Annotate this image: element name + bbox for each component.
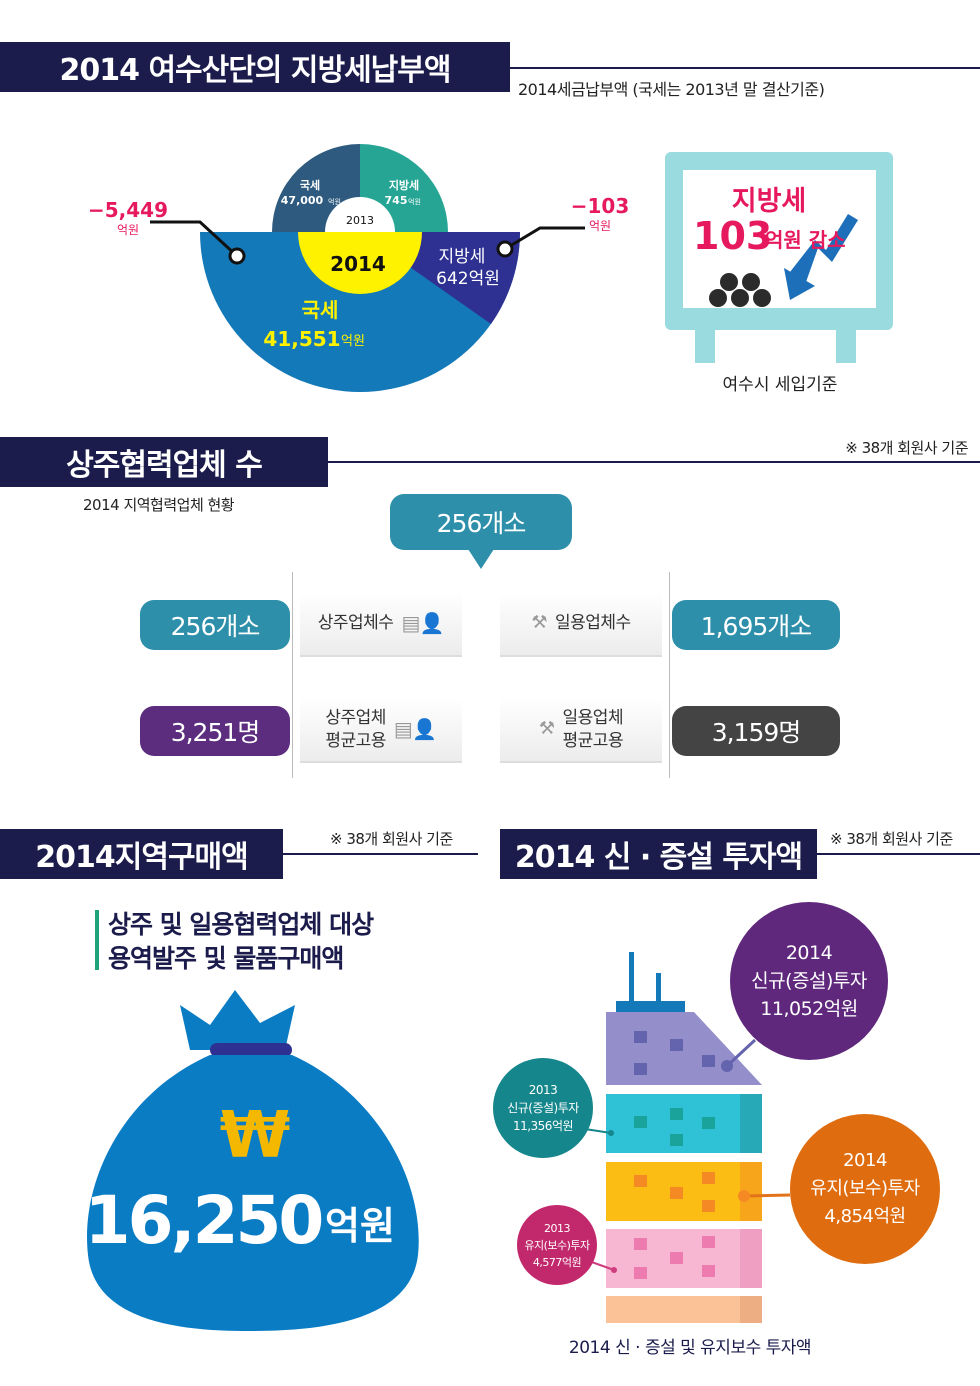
section4-title: 2014 신 · 증설 투자액 xyxy=(500,829,817,879)
resident-count-label: 상주업체수 xyxy=(317,613,394,634)
building-illustration xyxy=(571,952,791,1323)
label-2013: 2013 xyxy=(346,214,374,227)
section2-title: 상주협력업체 수 xyxy=(0,437,328,487)
section4-note: ※ 38개 회원사 기준 xyxy=(830,830,953,848)
daily-employ-card: ⚒ 일용업체 평균고용 xyxy=(500,698,662,763)
section3-desc: 상주 및 일용협력업체 대상 용역발주 및 물품구매액 xyxy=(108,908,374,976)
tools-icon: ⚒ xyxy=(531,612,547,634)
national-2013-label: 국세 xyxy=(300,178,320,192)
local-2013-label: 지방세 xyxy=(389,178,419,192)
divider xyxy=(510,67,980,69)
callout-dot-left xyxy=(228,247,246,265)
callout-dot-right xyxy=(496,240,514,258)
unit: 억원 xyxy=(117,223,139,237)
label: 신규(증설)투자 xyxy=(751,970,867,992)
down-arrow-icon xyxy=(790,214,858,282)
unit: 억원 xyxy=(589,219,611,233)
resident-count-pill: 256개소 xyxy=(140,600,290,650)
national-2014-label: 국세 xyxy=(302,298,339,322)
value: 11,356억원 xyxy=(512,1119,574,1133)
section1-title: 2014 여수산단의 지방세납부액 xyxy=(0,42,510,92)
new-invest-2013-circle: 2013 신규(증설)투자 11,356억원 xyxy=(493,1058,593,1158)
label: 유지(보수)투자 xyxy=(524,1238,590,1252)
callout-line-left xyxy=(150,220,239,258)
resident-employ-label: 상주업체 평균고용 xyxy=(325,707,386,753)
national-2013-value: 47,000 xyxy=(281,194,324,207)
section2-subtitle: 2014 지역협력업체 현황 xyxy=(83,496,235,514)
divider xyxy=(669,572,670,778)
maint-invest-2014-circle: 2014 유지(보수)투자 4,854억원 xyxy=(790,1114,940,1264)
worker-desk-icon: ▤👤 xyxy=(393,717,437,741)
center-2013 xyxy=(325,197,395,232)
resident-employ-card: 상주업체 평균고용 ▤👤 xyxy=(300,698,462,763)
accent-bar xyxy=(95,910,99,970)
label: 신규(증설)투자 xyxy=(507,1101,579,1115)
unit: 억원 xyxy=(408,197,421,206)
value: 4,577억원 xyxy=(532,1255,582,1269)
unit: 억원 xyxy=(341,334,365,349)
purchase-unit: 억원 xyxy=(325,1204,395,1248)
purchase-amount: 16,250 xyxy=(85,1182,322,1259)
section3-note: ※ 38개 회원사 기준 xyxy=(330,830,453,848)
won-symbol: ₩ xyxy=(220,1099,291,1173)
year: 2014 xyxy=(843,1150,887,1171)
money-bag-icon: ₩ 16,250 억원 xyxy=(85,990,419,1331)
desc-line: 상주 및 일용협력업체 대상 xyxy=(108,910,374,939)
national-change: −5,449 xyxy=(88,198,168,222)
worker-desk-icon: ▤👤 xyxy=(401,611,445,635)
desc-line: 용역발주 및 물품구매액 xyxy=(108,944,344,973)
local-2013-value: 745 xyxy=(385,194,408,207)
bubble-pointer xyxy=(468,549,494,569)
section1-subtitle: 2014세금납부액 (국세는 2013년 말 결산기준) xyxy=(518,80,825,99)
year: 2013 xyxy=(544,1221,571,1235)
divider xyxy=(292,572,293,778)
label-line: 평균고용 xyxy=(562,730,624,751)
national-2014-value: 41,551 xyxy=(263,327,340,351)
daily-count-pill: 1,695개소 xyxy=(672,600,840,650)
daily-employ-pill: 3,159명 xyxy=(672,706,840,756)
label-line: 일용업체 xyxy=(562,707,624,728)
new-invest-2014-circle: 2014 신규(증설)투자 11,052억원 xyxy=(730,902,888,1060)
divider xyxy=(328,461,980,463)
center-2014 xyxy=(298,232,422,294)
daily-count-label: 일용업체수 xyxy=(554,613,631,634)
year: 2013 xyxy=(528,1083,558,1097)
resident-employ-pill: 3,251명 xyxy=(140,706,290,756)
local-change: −103 xyxy=(571,194,630,218)
label-line: 상주업체 xyxy=(325,707,386,728)
label: 유지(보수)투자 xyxy=(810,1178,920,1199)
local-2014-label: 지방세 xyxy=(439,247,486,267)
divider xyxy=(817,853,980,855)
value: 4,854억원 xyxy=(824,1206,906,1227)
monitor-amount-suffix: 억원 감소 xyxy=(765,228,846,252)
monitor-illustration: 지방세 103 억원 감소 xyxy=(665,152,893,363)
value: 11,052억원 xyxy=(760,998,858,1020)
section2-note: ※ 38개 회원사 기준 xyxy=(845,439,968,457)
resident-count-card: 상주업체수 ▤👤 xyxy=(300,592,462,657)
label-line: 평균고용 xyxy=(325,730,386,751)
daily-count-card: ⚒ 일용업체수 xyxy=(500,592,662,657)
monitor-caption: 여수시 세입기준 xyxy=(723,375,838,395)
monitor-amount: 103 xyxy=(693,214,772,258)
tools-icon: ⚒ xyxy=(538,718,555,740)
building-caption: 2014 신 · 증설 및 유지보수 투자액 xyxy=(568,1338,812,1358)
maint-invest-2013-circle: 2013 유지(보수)투자 4,577억원 xyxy=(517,1205,597,1285)
callout-line-right xyxy=(504,226,585,251)
unit: 억원 xyxy=(328,197,341,206)
money-bags-icon xyxy=(709,273,771,307)
local-2014-value: 642억원 xyxy=(436,269,500,289)
year: 2014 xyxy=(785,942,833,964)
divider xyxy=(283,853,478,855)
daily-employ-label: 일용업체 평균고용 xyxy=(563,707,624,753)
tax-semi-pie-chart: 2013 2014 국세 47,000 억원 지방세 745 억원 지방세 64… xyxy=(88,144,893,395)
monitor-line1: 지방세 xyxy=(732,186,807,217)
section3-title: 2014지역구매액 xyxy=(0,829,283,879)
total-bubble: 256개소 xyxy=(390,494,572,550)
label-2014: 2014 xyxy=(330,252,386,276)
